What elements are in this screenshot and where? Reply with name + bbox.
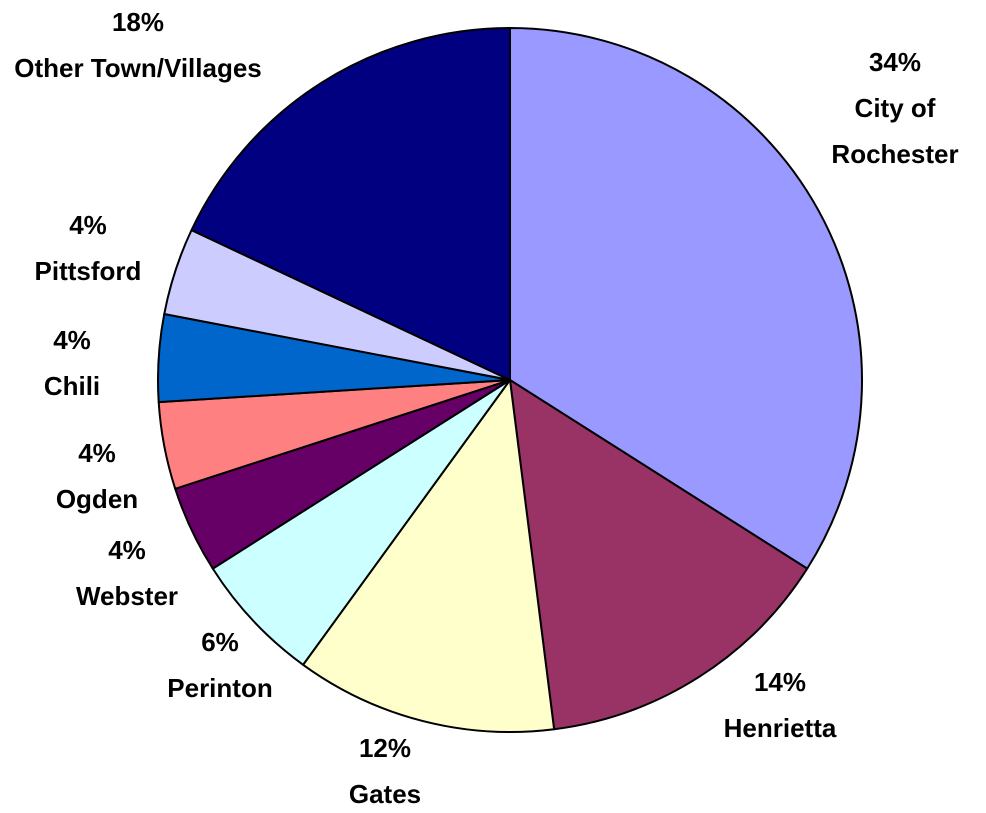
slice-label: 4% Pittsford: [0, 202, 178, 294]
category-label: Pittsford: [34, 256, 142, 286]
category-label: Perinton: [167, 673, 273, 703]
slice-label: 14% Henrietta: [680, 659, 880, 751]
category-label: Webster: [75, 581, 179, 611]
category-label: Henrietta: [723, 713, 837, 743]
slice-label: 12% Gates: [305, 725, 465, 813]
pie-slice: [509, 379, 809, 731]
category-label: Gates: [348, 779, 422, 809]
slice-label: 4% Chili: [2, 317, 142, 409]
pie-slice: [190, 27, 511, 381]
value-label: 34%: [868, 47, 922, 77]
pie-slice: [211, 379, 511, 666]
slice-label: 4% Ogden: [17, 430, 177, 522]
value-label: 4%: [69, 210, 107, 240]
pie-slice: [509, 27, 863, 570]
value-label: 4%: [78, 438, 116, 468]
value-label: 6%: [201, 627, 239, 657]
value-label: 12%: [358, 733, 412, 763]
value-label: 18%: [111, 7, 165, 37]
slice-label: 18% Other Town/Villages: [8, 0, 268, 91]
category-label: Other Town/Villages: [14, 53, 262, 83]
value-label: 4%: [108, 535, 146, 565]
slice-label: 6% Perinton: [130, 619, 310, 711]
category-label: Ogden: [55, 484, 139, 514]
slice-label: 4% Webster: [37, 527, 217, 619]
slice-label: 34% City of Rochester: [805, 39, 985, 177]
category-label: City of Rochester: [831, 93, 959, 169]
value-label: 4%: [53, 325, 91, 355]
pie-slice: [302, 379, 556, 733]
category-label: Chili: [43, 371, 101, 401]
value-label: 14%: [753, 667, 807, 697]
